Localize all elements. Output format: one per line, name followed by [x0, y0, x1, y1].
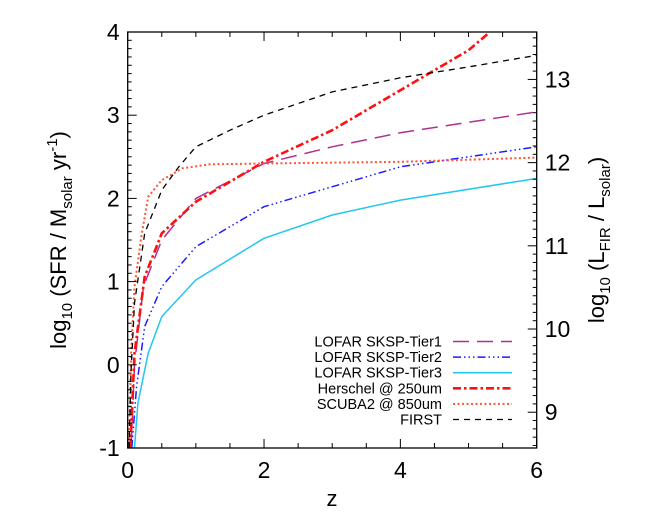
legend-label: LOFAR SKSP-Tier2 — [314, 350, 442, 366]
y-tick-label: 3 — [107, 102, 120, 128]
x-tick-label: 0 — [121, 457, 134, 483]
y2-tick-label: 12 — [545, 150, 571, 176]
series-line-2 — [131, 146, 537, 448]
legend-label: FIRST — [400, 413, 442, 429]
x-axis-label: z — [327, 486, 338, 511]
x-tick-label: 4 — [394, 457, 407, 483]
series-layer — [128, 32, 537, 448]
y-tick-label: 1 — [107, 269, 120, 295]
x-tick-label: 2 — [258, 457, 271, 483]
series-line-3 — [133, 177, 537, 448]
series-line-1 — [130, 111, 537, 448]
legend-label: LOFAR SKSP-Tier3 — [314, 366, 442, 382]
y2-tick-label: 11 — [545, 233, 569, 259]
legend-label: Herschel @ 250um — [318, 381, 442, 397]
axis-ticks — [127, 31, 538, 449]
y-tick-label: -1 — [99, 435, 119, 461]
y2-tick-label: 13 — [545, 66, 571, 92]
y2-tick-label: 10 — [545, 316, 571, 342]
x-tick-label: 6 — [530, 457, 543, 483]
y2-axis-label: log10 (LFIR / Lsolar) — [584, 157, 614, 323]
series-line-4 — [129, 32, 490, 448]
series-line-6 — [128, 54, 537, 448]
y-tick-label: 4 — [107, 19, 120, 45]
y-tick-label: 2 — [107, 185, 120, 211]
legend-label: SCUBA2 @ 850um — [317, 397, 442, 413]
y-axis-label: log10 (SFR / Msolar yr-1) — [44, 131, 76, 349]
y-tick-label: 0 — [107, 352, 120, 378]
legend-label: LOFAR SKSP-Tier1 — [314, 335, 442, 351]
y2-tick-label: 9 — [545, 399, 558, 425]
